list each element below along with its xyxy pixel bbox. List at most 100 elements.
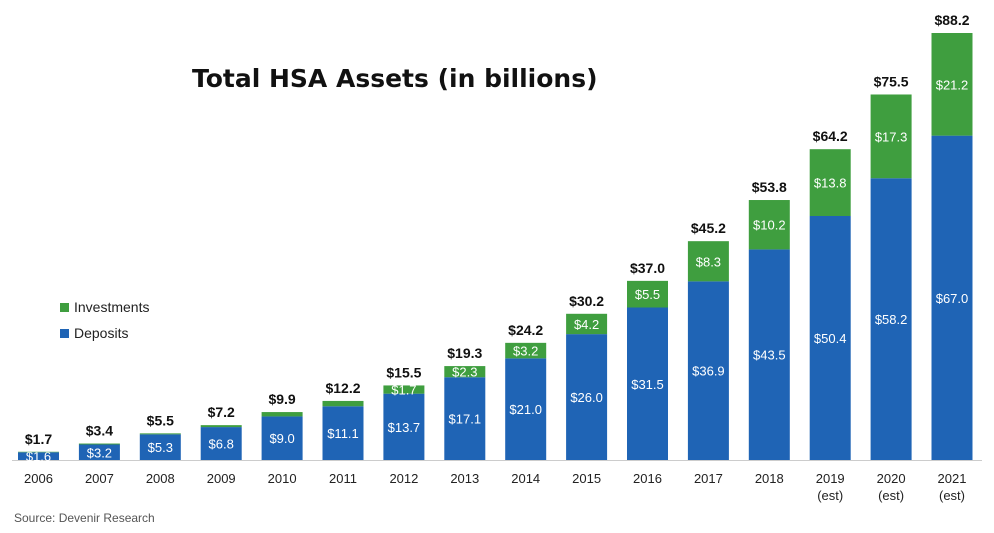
bars-group: $1.6 $1.7 2006 $3.2 $3.4 2007 $5.3 $5.5 2008 $6.8… <box>12 12 982 503</box>
seg-label-investments-2021: $21.2 <box>936 77 969 92</box>
x-tick-label-2021: 2021 <box>938 471 967 486</box>
seg-label-deposits-2013: $17.1 <box>449 412 482 427</box>
x-tick-label-2013: 2013 <box>450 471 479 486</box>
bar-deposits-2009 <box>200 427 242 460</box>
bar-deposits-2021 <box>931 135 973 460</box>
bar-investments-2008 <box>139 433 181 435</box>
total-label-2015: $30.2 <box>569 293 604 309</box>
x-tick-label-2019-sub: (est) <box>817 488 843 503</box>
bar-deposits-2008 <box>139 434 181 460</box>
seg-label-deposits-2010: $9.0 <box>269 431 294 446</box>
chart-title: Total HSA Assets (in billions) <box>192 64 598 93</box>
total-label-2019: $64.2 <box>813 128 848 144</box>
total-label-2007: $3.4 <box>86 423 113 439</box>
total-label-2018: $53.8 <box>752 179 787 195</box>
seg-label-deposits-2012: $13.7 <box>388 420 421 435</box>
bar-deposits-2012 <box>383 393 425 460</box>
bar-investments-2011 <box>322 400 364 407</box>
seg-label-deposits-2008: $5.3 <box>148 440 173 455</box>
bar-investments-2019 <box>809 149 851 216</box>
seg-label-deposits-2021: $67.0 <box>936 291 969 306</box>
total-label-2014: $24.2 <box>508 322 543 338</box>
bar-deposits-2018 <box>748 249 790 460</box>
bar-deposits-2007 <box>78 444 120 460</box>
legend-label-deposits: Deposits <box>74 325 128 341</box>
legend-swatch-deposits <box>60 329 69 338</box>
seg-label-deposits-2016: $31.5 <box>631 377 664 392</box>
seg-label-investments-2016: $5.5 <box>635 287 660 302</box>
seg-label-investments-2017: $8.3 <box>696 254 721 269</box>
x-tick-label-2019: 2019 <box>816 471 845 486</box>
total-label-2006: $1.7 <box>25 431 52 447</box>
seg-label-investments-2012: $1.7 <box>391 383 416 398</box>
seg-label-investments-2014: $3.2 <box>513 344 538 359</box>
seg-label-investments-2018: $10.2 <box>753 218 786 233</box>
bar-investments-2016 <box>627 280 668 308</box>
bar-investments-2015 <box>566 313 608 335</box>
bar-investments-2018 <box>748 200 790 250</box>
x-tick-label-2020-sub: (est) <box>878 488 904 503</box>
bar-investments-2012 <box>383 385 425 394</box>
total-label-2010: $9.9 <box>268 391 295 407</box>
source-note: Source: Devenir Research <box>14 511 155 525</box>
x-tick-label-2015: 2015 <box>572 471 601 486</box>
bar-investments-2017 <box>687 241 729 282</box>
total-label-2009: $7.2 <box>208 404 235 420</box>
total-label-2021: $88.2 <box>934 12 969 28</box>
seg-label-deposits-2006: $1.6 <box>26 449 51 464</box>
x-tick-label-2018: 2018 <box>755 471 784 486</box>
x-tick-label-2017: 2017 <box>694 471 723 486</box>
seg-label-deposits-2017: $36.9 <box>692 364 725 379</box>
x-tick-label-2012: 2012 <box>389 471 418 486</box>
seg-label-deposits-2009: $6.8 <box>209 437 234 452</box>
bar-investments-2021 <box>931 33 973 136</box>
legend: Investments Deposits <box>60 299 149 341</box>
seg-label-deposits-2015: $26.0 <box>570 390 603 405</box>
bar-deposits-2017 <box>687 281 729 460</box>
bar-investments-2014 <box>505 342 547 359</box>
seg-label-deposits-2014: $21.0 <box>509 402 542 417</box>
bar-deposits-2011 <box>322 406 364 460</box>
seg-label-deposits-2018: $43.5 <box>753 348 786 363</box>
seg-label-investments-2013: $2.3 <box>452 365 477 380</box>
total-label-2016: $37.0 <box>630 260 665 276</box>
total-label-2008: $5.5 <box>147 412 174 428</box>
total-label-2017: $45.2 <box>691 220 726 236</box>
seg-label-deposits-2011: $11.1 <box>327 426 359 441</box>
x-tick-label-2011: 2011 <box>329 471 357 486</box>
bar-deposits-2014 <box>505 358 547 460</box>
seg-label-investments-2019: $13.8 <box>814 176 847 191</box>
legend-label-investments: Investments <box>74 299 149 315</box>
total-label-2013: $19.3 <box>447 345 482 361</box>
x-tick-label-2020: 2020 <box>877 471 906 486</box>
x-tick-label-2016: 2016 <box>633 471 662 486</box>
bar-deposits-2015 <box>566 334 608 460</box>
bar-investments-2010 <box>261 412 303 417</box>
total-label-2011: $12.2 <box>325 380 360 396</box>
x-tick-label-2007: 2007 <box>85 471 114 486</box>
bar-investments-2007 <box>78 443 120 445</box>
legend-swatch-investments <box>60 303 69 312</box>
x-tick-label-2009: 2009 <box>207 471 236 486</box>
x-tick-label-2021-sub: (est) <box>939 488 965 503</box>
total-label-2020: $75.5 <box>874 73 909 89</box>
x-tick-label-2006: 2006 <box>24 471 53 486</box>
seg-label-deposits-2019: $50.4 <box>814 331 847 346</box>
bar-deposits-2010 <box>261 416 303 460</box>
total-label-2012: $15.5 <box>386 364 421 380</box>
x-tick-label-2008: 2008 <box>146 471 175 486</box>
bar-deposits-2006 <box>18 452 59 460</box>
bar-deposits-2016 <box>627 307 668 460</box>
bar-investments-2009 <box>200 425 242 428</box>
seg-label-deposits-2020: $58.2 <box>875 312 908 327</box>
bar-deposits-2019 <box>809 216 851 460</box>
bar-investments-2013 <box>444 366 486 378</box>
bar-deposits-2013 <box>444 377 486 460</box>
bar-investments-2020 <box>870 94 912 179</box>
x-tick-label-2014: 2014 <box>511 471 540 486</box>
bar-deposits-2020 <box>870 178 912 460</box>
seg-label-investments-2015: $4.2 <box>574 317 599 332</box>
seg-label-investments-2020: $17.3 <box>875 129 908 144</box>
x-tick-label-2010: 2010 <box>268 471 297 486</box>
